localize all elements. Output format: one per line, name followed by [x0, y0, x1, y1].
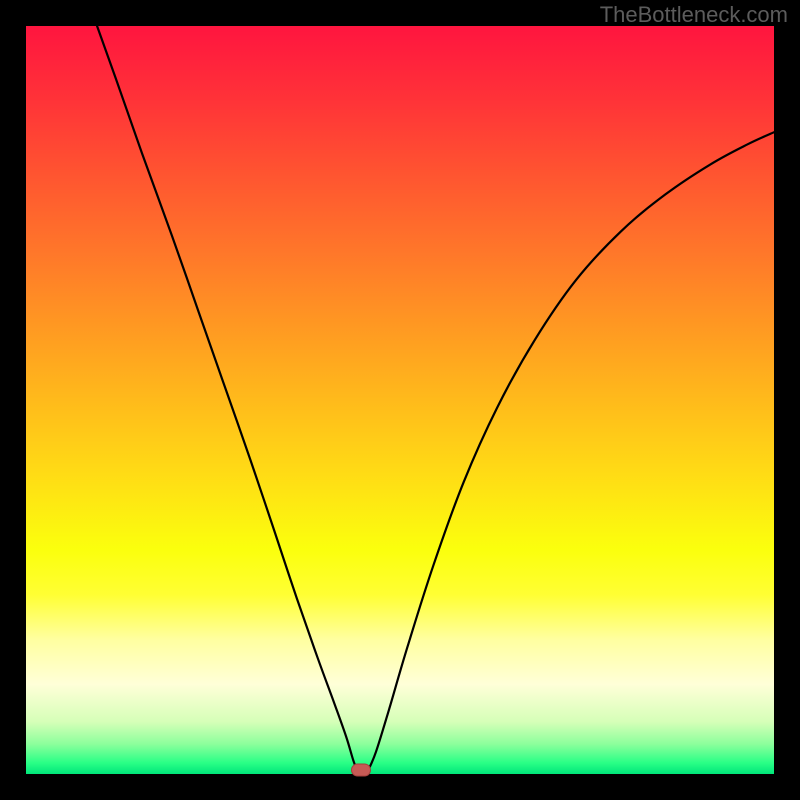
curve-right-branch — [369, 132, 774, 769]
curve-left-branch — [97, 26, 357, 770]
optimal-point-marker — [351, 764, 371, 777]
plot-area — [26, 26, 774, 774]
chart-canvas: TheBottleneck.com — [0, 0, 800, 800]
watermark-text: TheBottleneck.com — [600, 2, 788, 28]
bottleneck-curve — [26, 26, 774, 774]
